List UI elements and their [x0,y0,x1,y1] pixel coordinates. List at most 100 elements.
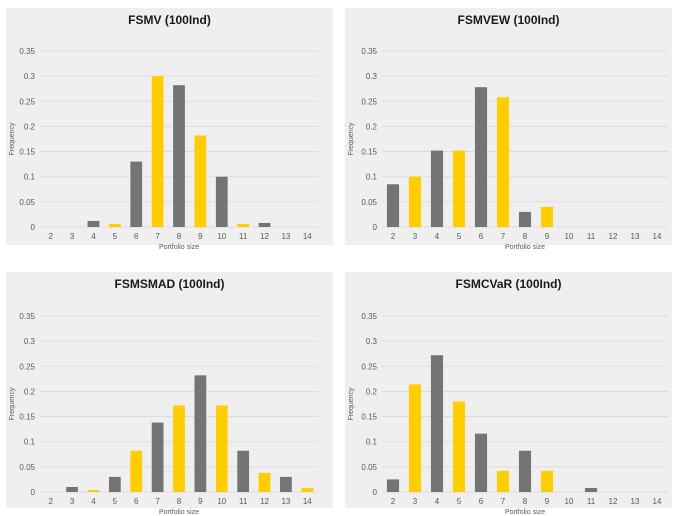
x-tick-label: 2 [48,497,53,506]
x-tick-label: 14 [653,232,662,241]
bar [496,470,510,492]
x-tick-label: 4 [91,232,96,241]
chart-title: FSMCVaR (100Ind) [455,277,561,291]
chart-title: FSMSMAD (100Ind) [114,277,224,291]
x-tick-label: 3 [413,232,418,241]
y-tick-label: 0 [373,223,378,232]
y-tick-label: 0.2 [366,387,378,396]
bar [87,489,100,492]
x-tick-label: 3 [413,497,418,506]
y-tick-label: 0.3 [366,72,378,81]
x-tick-label: 9 [198,232,203,241]
x-tick-label: 11 [239,232,248,241]
y-tick-label: 0.3 [24,337,36,346]
chart-panel-2: FSMVEW (100Ind) 0 0.05 0.1 0.15 0.2 0.25 0.3 0.3… [345,8,672,251]
y-tick-label: 0 [31,488,36,497]
bar [408,176,422,227]
x-axis-label: Portfolio size [505,244,545,251]
bar [452,150,466,227]
bar [130,450,143,492]
x-tick-label: 11 [587,497,596,506]
y-tick-label: 0.35 [19,312,35,321]
x-tick-label: 8 [177,232,182,241]
bar [386,479,400,492]
x-tick-label: 13 [281,497,290,506]
x-tick-label: 4 [91,497,96,506]
bar [258,222,271,227]
y-tick-label: 0.25 [361,97,377,106]
x-tick-label: 5 [457,232,462,241]
y-tick-label: 0.35 [361,312,377,321]
x-tick-label: 9 [545,497,550,506]
bar [540,470,554,492]
bar [430,150,444,227]
bar [237,450,250,492]
chart-title: FSMV (100Ind) [128,13,211,27]
bar [215,405,228,492]
bar [173,85,185,228]
chart-background [6,272,333,508]
x-tick-label: 9 [198,497,203,506]
bar [151,76,164,228]
bar [66,486,78,492]
x-tick-label: 13 [631,497,640,506]
bar [408,384,422,492]
bar [108,223,121,227]
x-tick-label: 8 [523,232,528,241]
y-tick-label: 0.35 [361,47,377,56]
x-tick-label: 3 [70,497,75,506]
y-tick-label: 0.05 [361,463,377,472]
bar [280,476,292,492]
x-tick-label: 11 [587,232,596,241]
y-tick-label: 0.25 [361,362,377,371]
y-tick-label: 0.05 [19,463,35,472]
x-tick-label: 7 [501,232,506,241]
chart-title: FSMVEW (100Ind) [457,13,559,27]
x-tick-label: 2 [48,232,53,241]
y-tick-label: 0.1 [24,173,36,182]
x-tick-label: 6 [479,232,484,241]
x-tick-label: 7 [155,497,160,506]
x-tick-label: 6 [134,497,139,506]
y-tick-label: 0.3 [24,72,36,81]
x-tick-label: 5 [457,497,462,506]
y-tick-label: 0.1 [366,438,378,447]
y-tick-label: 0.05 [361,198,377,207]
x-axis-label: Portfolio size [159,244,199,251]
y-tick-label: 0.25 [19,362,35,371]
x-tick-label: 13 [281,232,290,241]
x-tick-label: 14 [303,497,312,506]
bar [518,450,532,492]
chart-panel-4: FSMCVaR (100Ind) 0 0.05 0.1 0.15 0.2 0.25 0.3 0.… [345,272,672,516]
x-tick-label: 6 [479,497,484,506]
y-axis-label: Frequency [9,122,16,156]
x-tick-label: 5 [113,232,118,241]
x-tick-label: 13 [631,232,640,241]
y-tick-label: 0.15 [361,148,377,157]
bar [430,355,444,492]
x-tick-label: 8 [523,497,528,506]
bar [540,206,554,227]
x-axis-label: Portfolio size [505,509,545,516]
x-tick-label: 6 [134,232,139,241]
x-tick-label: 7 [501,497,506,506]
x-tick-label: 7 [155,232,160,241]
y-tick-label: 0.15 [19,148,35,157]
chart-panel-1: FSMV (100Ind) 0 0.05 0.1 0.15 0.2 0.25 0.3 0.35 F… [6,8,333,251]
x-tick-label: 2 [391,497,396,506]
bar [173,405,185,492]
bar [584,487,598,492]
x-tick-label: 12 [609,232,618,241]
x-tick-label: 10 [565,497,574,506]
x-tick-label: 10 [217,497,226,506]
y-tick-label: 0 [373,488,378,497]
y-axis-label: Frequency [348,122,355,156]
y-tick-label: 0 [31,223,36,232]
x-tick-label: 4 [435,497,440,506]
bar [151,422,164,492]
y-tick-label: 0.2 [24,122,36,131]
bar [452,401,466,492]
bar [108,476,121,492]
x-tick-label: 4 [435,232,440,241]
x-tick-label: 9 [545,232,550,241]
